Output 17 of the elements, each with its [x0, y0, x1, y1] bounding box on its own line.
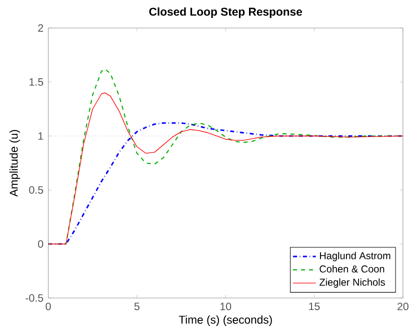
x-tick-label: 10 — [220, 302, 232, 310]
x-tick-label: 0 — [46, 302, 51, 310]
x-tick-label: 15 — [309, 302, 320, 310]
chart-title: Closed Loop Step Response — [149, 7, 302, 18]
legend-label: Ziegler Nichols — [320, 278, 385, 288]
y-tick-label: -0.5 — [26, 294, 44, 302]
legend-label: Cohen & Coon — [320, 265, 384, 273]
x-tick-label: 20 — [398, 302, 408, 310]
x-tick-label: 5 — [134, 302, 140, 310]
y-tick-label: 1 — [38, 132, 44, 140]
y-axis-title: Amplitude (u) — [9, 130, 20, 197]
y-tick-label: 1.5 — [30, 78, 44, 86]
x-axis-title: Time (s) (seconds) — [178, 315, 272, 326]
y-tick-label: 0 — [38, 240, 44, 248]
legend-label: Haglund Astrom — [320, 252, 390, 262]
y-tick-label: 2 — [38, 24, 44, 32]
y-tick-label: 0.5 — [29, 186, 44, 194]
